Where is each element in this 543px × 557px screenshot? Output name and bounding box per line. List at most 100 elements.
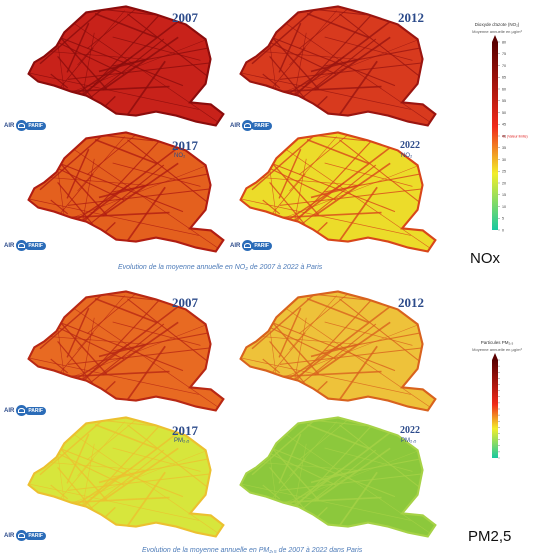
street-line <box>67 473 211 491</box>
airparif-logo: AIR PARIF <box>4 120 46 131</box>
pm25-caption: Evolution de la moyenne annuelle en PM₂,… <box>142 547 363 554</box>
street-line <box>112 36 201 61</box>
street-line <box>262 358 281 374</box>
logo-text: AIR <box>4 242 15 249</box>
scale-arrow-icon <box>492 35 498 42</box>
street-line <box>314 162 391 217</box>
street-line <box>246 423 270 454</box>
nox-map-2012 <box>228 4 448 129</box>
scale-limit-label: VL (Valeur limite) <box>502 134 528 138</box>
street-line <box>306 12 369 39</box>
street-line <box>240 481 411 521</box>
ring-road <box>240 132 436 252</box>
logo-badge: PARIF <box>25 121 46 130</box>
street-line <box>34 297 58 328</box>
street-line <box>278 307 302 358</box>
street-line <box>279 347 423 365</box>
pm25-label: PM2,5 <box>468 528 512 545</box>
street-line <box>298 291 351 334</box>
street-line <box>298 6 351 49</box>
street-line <box>419 186 436 204</box>
scale-tick-label: 20 <box>502 181 506 185</box>
street-line <box>98 58 149 73</box>
street-line <box>50 73 69 89</box>
scale-tick-label: 30 <box>502 158 506 162</box>
street-line <box>66 148 90 199</box>
street-line <box>324 321 413 346</box>
pm25-year-2022: 2022 <box>400 425 420 436</box>
paris-map-shape <box>27 290 225 412</box>
scale-tick-label: 25 <box>502 170 506 174</box>
scale-tick-label: 55 <box>502 99 506 103</box>
street-line <box>289 136 337 192</box>
paris-map-shape <box>239 416 437 538</box>
scale-tick-label: 10 <box>502 205 506 209</box>
scale-tick-label: 0 <box>502 228 504 232</box>
street-line <box>127 298 210 364</box>
street-line <box>127 424 210 490</box>
street-line <box>125 471 166 529</box>
paris-map-shape <box>239 290 437 412</box>
street-line <box>337 345 378 403</box>
street-line <box>339 13 422 79</box>
nox-year-2012: 2012 <box>398 10 424 25</box>
street-line <box>67 62 211 80</box>
scale-tick-label: 50 <box>502 111 506 115</box>
street-line <box>67 347 211 365</box>
logo-badge: PARIF <box>251 121 272 130</box>
street-line <box>127 13 210 79</box>
street-line <box>246 12 270 43</box>
airparif-logo-icon <box>16 530 28 541</box>
nox-panel: 2007 AIR PARIF 2012 AIR PARIF 2017 NO₂ A… <box>4 4 528 271</box>
street-line <box>77 295 125 351</box>
street-line <box>34 423 58 454</box>
street-line <box>337 186 378 244</box>
pm25-map-2012 <box>228 289 448 414</box>
street-line <box>262 199 281 215</box>
scale-tick-label: 5 <box>502 217 504 221</box>
street-line <box>240 196 411 236</box>
street-line <box>246 138 270 169</box>
color-scale <box>492 353 500 459</box>
street-line <box>257 442 396 498</box>
street-line <box>94 297 157 324</box>
street-line <box>77 136 125 192</box>
street-line <box>289 421 337 477</box>
street-line <box>310 184 361 199</box>
scale-bar <box>492 360 498 458</box>
street-line <box>289 295 337 351</box>
street-line <box>66 433 90 484</box>
street-line <box>80 158 95 229</box>
pm25-year-2007: 2007 <box>172 295 198 310</box>
street-line <box>310 343 361 358</box>
street-line <box>419 345 436 363</box>
airparif-logo: AIR PARIF <box>230 120 272 131</box>
street-line <box>102 162 179 217</box>
street-line <box>45 31 184 87</box>
scale-tick-label: 80 <box>502 40 506 44</box>
street-line <box>50 199 69 215</box>
street-line <box>310 58 361 73</box>
street-line <box>94 138 157 165</box>
paris-map-shape <box>239 5 437 127</box>
nox-map-2022 <box>228 130 448 255</box>
street-line <box>240 355 411 395</box>
street-line <box>339 424 422 490</box>
nox-year-2017: 2017 <box>172 138 198 153</box>
ring-road <box>240 6 436 126</box>
street-line <box>419 60 436 78</box>
street-line <box>67 188 211 206</box>
street-line <box>278 22 302 73</box>
pm25-year-2012: 2012 <box>398 295 424 310</box>
street-line <box>337 471 378 529</box>
street-line <box>339 298 422 364</box>
legend-title: Dioxyde d'azote (NO₂) <box>474 22 520 27</box>
scale-tick-label: 60 <box>502 87 506 91</box>
pm25-panel: 2007 AIR PARIF 2012 2017 PM₂,₅ AIR PARIF… <box>0 285 543 557</box>
street-line <box>34 138 58 169</box>
street-line <box>262 73 281 89</box>
nox-pollutant-2017: NO₂ <box>174 153 186 159</box>
airparif-logo: AIR PARIF <box>4 405 46 416</box>
nox-year-2022: 2022 <box>400 140 420 151</box>
